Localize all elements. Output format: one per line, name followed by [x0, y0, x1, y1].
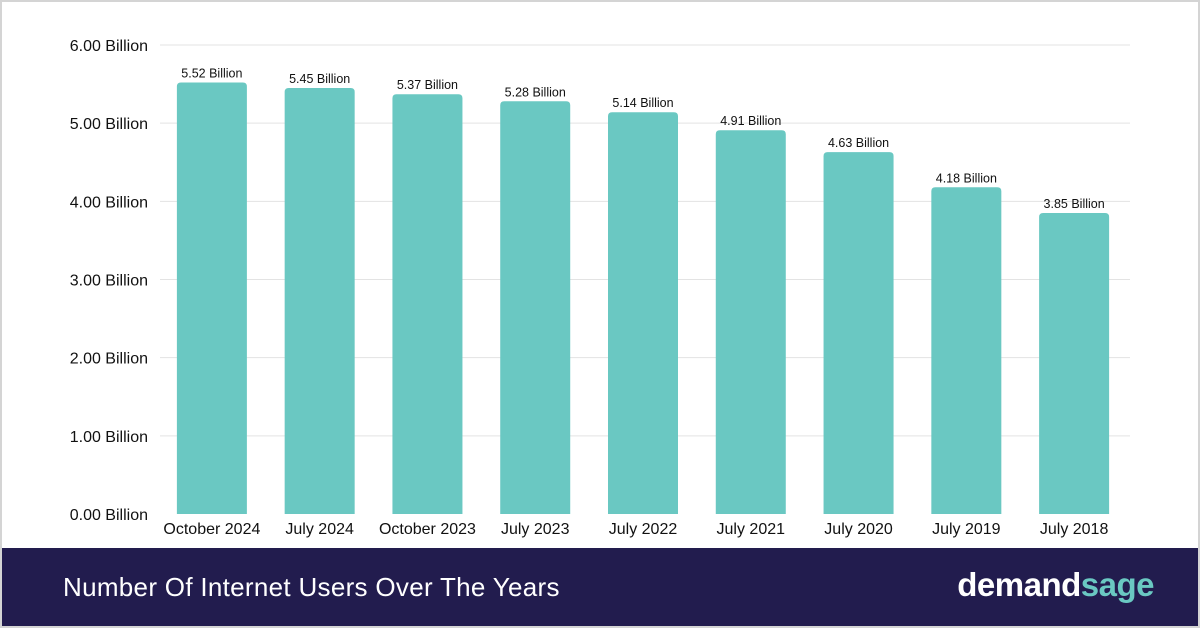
data-label: 5.52 Billion: [181, 67, 242, 81]
bar: [931, 187, 1002, 514]
data-label: 4.63 Billion: [828, 136, 889, 150]
x-tick-label: July 2020: [824, 521, 893, 538]
brand-logo: demandsage: [957, 566, 1154, 604]
y-tick-label: 0.00 Billion: [70, 507, 148, 524]
bar: [176, 82, 247, 515]
x-tick-label: October 2023: [379, 521, 476, 538]
bar: [284, 87, 355, 514]
x-tick-label: July 2022: [609, 521, 678, 538]
data-label: 3.85 Billion: [1044, 197, 1105, 211]
data-label: 5.14 Billion: [612, 96, 673, 110]
x-tick-label: July 2019: [932, 521, 1001, 538]
bar: [1039, 213, 1110, 514]
data-label: 5.37 Billion: [397, 78, 458, 92]
y-tick-label: 3.00 Billion: [70, 273, 148, 290]
x-tick-label: July 2024: [285, 521, 354, 538]
x-tick-label: July 2023: [501, 521, 570, 538]
bar: [715, 130, 786, 514]
brand-logo-part2: sage: [1080, 566, 1155, 603]
chart-title: Number Of Internet Users Over The Years: [63, 572, 560, 602]
data-label: 4.18 Billion: [936, 171, 997, 185]
bar: [500, 101, 571, 514]
x-tick-label: July 2021: [717, 521, 786, 538]
data-label: 5.45 Billion: [289, 72, 350, 86]
brand-logo-part1: demand: [957, 566, 1081, 603]
y-tick-label: 5.00 Billion: [70, 116, 148, 133]
y-tick-label: 2.00 Billion: [70, 351, 148, 368]
footer-banner: Number Of Internet Users Over The Years …: [0, 548, 1200, 628]
y-tick-label: 6.00 Billion: [70, 38, 148, 55]
x-tick-label: October 2024: [163, 521, 260, 538]
bar: [392, 94, 463, 515]
y-tick-label: 4.00 Billion: [70, 194, 148, 211]
bar: [608, 112, 678, 515]
x-tick-label: July 2018: [1040, 521, 1109, 538]
data-label: 4.91 Billion: [720, 114, 781, 128]
y-tick-label: 1.00 Billion: [70, 429, 148, 446]
bar-chart: 0.00 Billion 1.00 Billion 2.00 Billion 3.00…: [70, 38, 1130, 538]
data-label: 5.28 Billion: [505, 85, 566, 99]
bar: [823, 152, 894, 515]
